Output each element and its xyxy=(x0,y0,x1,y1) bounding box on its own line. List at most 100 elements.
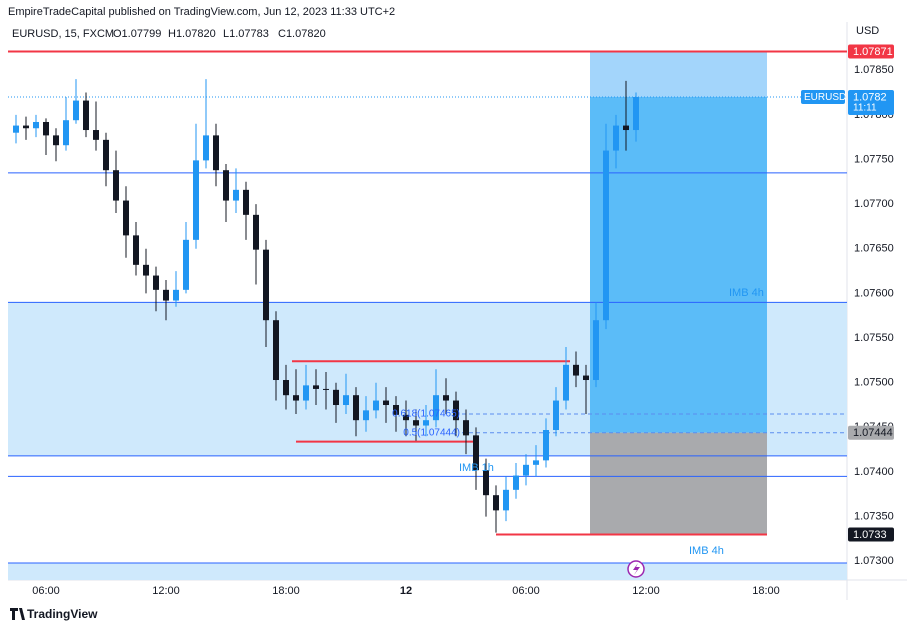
candle-body xyxy=(393,405,399,415)
annotation: IMB 4h xyxy=(729,287,764,299)
overlay: 0.618(1.07465) 0.5(1.07444) xyxy=(392,409,460,439)
logo: TradingView xyxy=(27,607,98,621)
ohlc: O1.07799 xyxy=(113,28,161,40)
candle-body xyxy=(273,320,279,381)
candle-body xyxy=(83,100,89,131)
candle-body xyxy=(313,385,319,389)
annotation: IMB 4h xyxy=(689,545,724,557)
position-stop xyxy=(590,432,767,535)
candle-body xyxy=(253,214,259,250)
candle-body xyxy=(163,289,169,301)
candle-body xyxy=(113,170,119,201)
candle-body xyxy=(123,200,129,236)
candle-body xyxy=(353,395,359,421)
x-tick-label: 12:00 xyxy=(632,585,660,597)
x-tick-label: 12 xyxy=(400,585,412,597)
x-tick-label: 06:00 xyxy=(32,585,60,597)
candle-body xyxy=(633,96,639,131)
candle-body xyxy=(523,464,529,476)
plot xyxy=(8,50,847,580)
event-icon-bolt xyxy=(633,563,640,575)
stop-badge-label: 1.0733 xyxy=(853,529,887,541)
candle-body xyxy=(583,375,589,381)
y-tick-label: 1.07850 xyxy=(854,64,894,76)
candle-body xyxy=(553,400,559,431)
candle-body xyxy=(233,189,239,201)
fib-label: 0.618(1.07465) xyxy=(392,409,460,420)
candle-body xyxy=(453,400,459,421)
candle-body xyxy=(223,170,229,201)
candle-body xyxy=(143,264,149,276)
candle-body xyxy=(603,150,609,321)
publisher: EmpireTradeCapital published on TradingV… xyxy=(8,6,395,18)
zone xyxy=(8,563,847,580)
candle-body xyxy=(473,435,479,471)
ohlc: C1.07820 xyxy=(278,28,326,40)
candle-body xyxy=(33,121,39,129)
last-price-badge xyxy=(848,89,894,115)
last-price-label: 1.0782 xyxy=(853,91,887,103)
candle-body xyxy=(493,495,499,511)
candle-body xyxy=(563,364,569,401)
candle-body xyxy=(303,385,309,401)
y-tick-label: 1.07500 xyxy=(854,377,894,389)
candle-body xyxy=(433,395,439,421)
x-tick-label: 18:00 xyxy=(752,585,780,597)
candle-body xyxy=(213,135,219,171)
candle-body xyxy=(613,125,619,151)
candle-body xyxy=(193,160,199,240)
position-target-above xyxy=(590,51,767,97)
logo-mark xyxy=(10,608,25,620)
y-tick-label: 1.07350 xyxy=(854,511,894,523)
symbol-badge xyxy=(801,89,845,104)
countdown-label: 11:11 xyxy=(853,103,877,114)
x-tick-label: 18:00 xyxy=(272,585,300,597)
candle-body xyxy=(293,395,299,401)
candle-body xyxy=(263,249,269,321)
target-badge xyxy=(848,44,894,59)
candle-body xyxy=(543,430,549,461)
candle-body xyxy=(413,420,419,426)
position-target xyxy=(590,96,767,433)
candle-body xyxy=(573,364,579,376)
candle-body xyxy=(363,410,369,421)
candle-body xyxy=(623,125,629,131)
y-tick-label: 1.07550 xyxy=(854,332,894,344)
y-tick-label: 1.07700 xyxy=(854,198,894,210)
x-tick-label: 06:00 xyxy=(512,585,540,597)
candle-body xyxy=(43,121,49,136)
symbol-badge-label: EURUSD xyxy=(804,92,846,103)
y-tick-label: 1.07750 xyxy=(854,153,894,165)
fib-label: 0.5(1.07444) xyxy=(403,427,460,438)
candle-body xyxy=(373,400,379,411)
candle-body xyxy=(323,388,329,390)
candle-body xyxy=(103,139,109,171)
candle-body xyxy=(333,389,339,406)
symbol: EURUSD, 15, FXCM xyxy=(12,28,114,40)
y-tick-label: 1.07400 xyxy=(854,466,894,478)
candle-body xyxy=(383,400,389,406)
candle-body xyxy=(503,489,509,511)
candle-body xyxy=(243,189,249,215)
candle-body xyxy=(513,475,519,490)
candle-body xyxy=(463,420,469,436)
entry-badge-label: 1.07444 xyxy=(853,427,893,439)
y-tick-label: 1.07300 xyxy=(854,555,894,567)
candle-body xyxy=(153,275,159,290)
y-tick-label: 1.07650 xyxy=(854,243,894,255)
candle-body xyxy=(533,460,539,465)
y-tick-label: 1.07600 xyxy=(854,287,894,299)
candle-body xyxy=(483,470,489,496)
candle-body xyxy=(283,380,289,396)
candle-body xyxy=(23,125,29,129)
target-badge-label: 1.07871 xyxy=(853,46,893,58)
x-tick-label: 12:00 xyxy=(152,585,180,597)
candle-body xyxy=(203,135,209,161)
ohlc: H1.07820 xyxy=(168,28,216,40)
currency: USD xyxy=(856,25,879,37)
candle-body xyxy=(63,120,69,146)
candle-body xyxy=(443,395,449,401)
annotation: IMB 1h xyxy=(459,462,494,474)
